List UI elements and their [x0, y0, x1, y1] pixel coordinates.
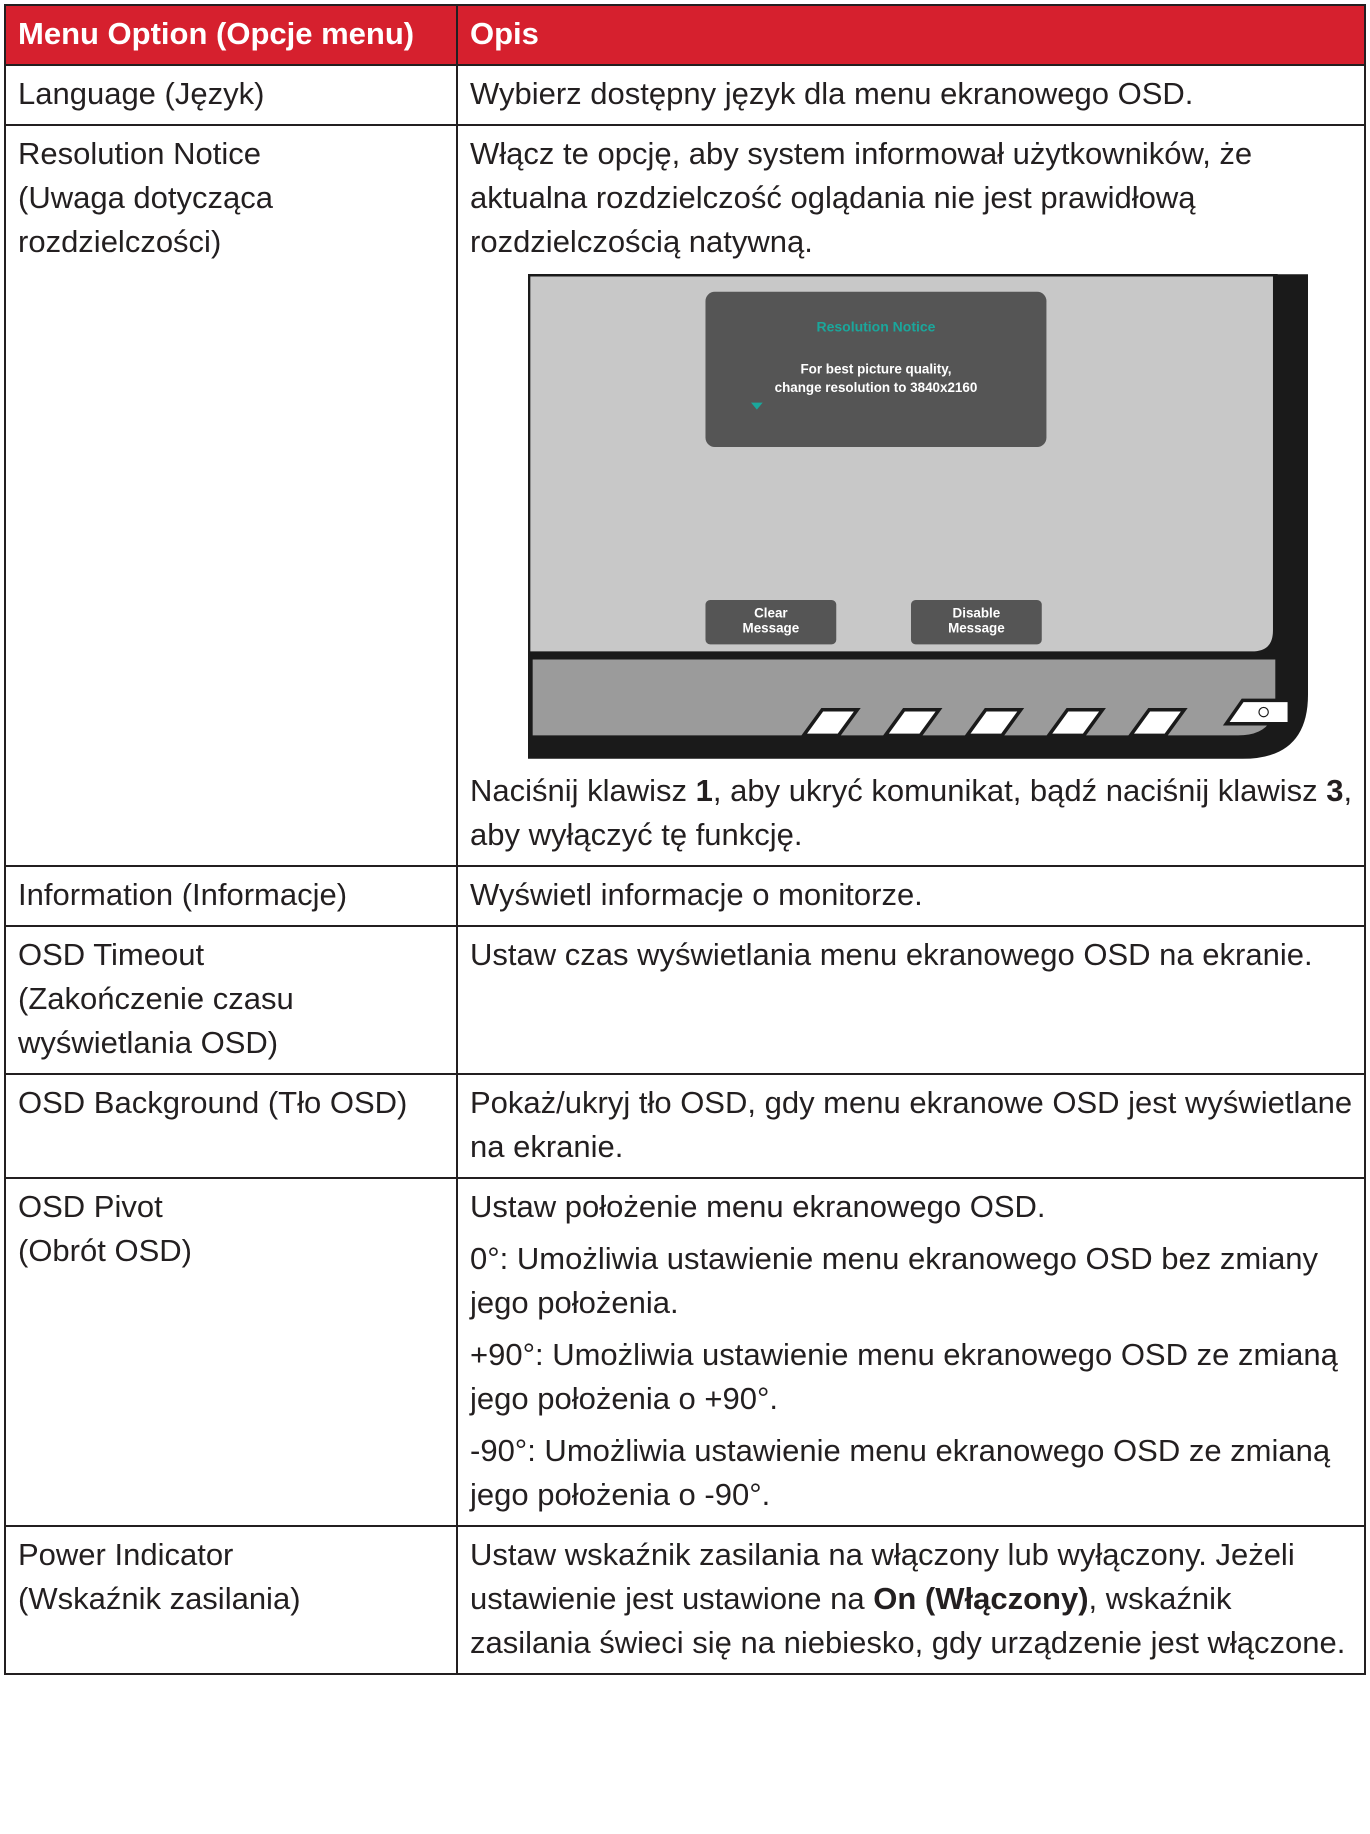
- paragraph: +90°: Umożliwia ustawienie menu ekranowe…: [470, 1333, 1354, 1421]
- table-row: OSD Pivot (Obrót OSD) Ustaw położenie menu…: [4, 1177, 1366, 1527]
- table-body: Language (Język) Wybierz dostępny język d…: [4, 64, 1366, 1675]
- table-row: Power Indicator (Wskaźnik zasilania) Ustaw…: [4, 1525, 1366, 1675]
- hardware-key: [800, 707, 861, 738]
- hardware-key: [1045, 707, 1106, 738]
- option-text: OSD Background (Tło OSD): [18, 1085, 408, 1120]
- bold-text: 3: [1326, 773, 1344, 808]
- paragraph: -90°: Umożliwia ustawienie menu ekranowe…: [470, 1429, 1354, 1517]
- option-cell: OSD Timeout (Zakończenie czasu wyświetlan…: [4, 925, 458, 1075]
- option-text: (Wskaźnik zasilania): [18, 1581, 301, 1616]
- paragraph: 0°: Umożliwia ustawienie menu ekranowego…: [470, 1237, 1354, 1325]
- paragraph: Pokaż/ukryj tło OSD, gdy menu ekranowe O…: [470, 1081, 1354, 1169]
- option-text: (Obrót OSD): [18, 1233, 192, 1268]
- hardware-key: [963, 707, 1025, 738]
- text: Ustaw położenie menu ekranowego OSD.: [470, 1189, 1046, 1224]
- menu-table: Menu Option (Opcje menu) Opis Language (…: [4, 4, 1366, 1675]
- description-cell: Ustaw czas wyświetlania menu ekranowego …: [456, 925, 1366, 1075]
- paragraph: Ustaw wskaźnik zasilania na włączony lub…: [470, 1533, 1354, 1665]
- text: Ustaw czas wyświetlania menu ekranowego …: [470, 937, 1313, 972]
- description-cell: Pokaż/ukryj tło OSD, gdy menu ekranowe O…: [456, 1073, 1366, 1179]
- description-cell: Wyświetl informacje o monitorze.: [456, 865, 1366, 927]
- option-cell: OSD Background (Tło OSD): [4, 1073, 458, 1179]
- option-cell: OSD Pivot (Obrót OSD): [4, 1177, 458, 1527]
- power-icon: [1258, 706, 1269, 718]
- text: -90°: Umożliwia ustawienie menu ekranowe…: [470, 1433, 1331, 1512]
- osd-box: [705, 291, 1047, 448]
- option-text: Information (Informacje): [18, 877, 348, 912]
- table-row: OSD Background (Tło OSD) Pokaż/ukryj tło …: [4, 1073, 1366, 1179]
- text: , aby wyłączyć tę funkcję.: [470, 773, 1353, 852]
- text: Pokaż/ukryj tło OSD, gdy menu ekranowe O…: [470, 1085, 1353, 1164]
- osd-title: Resolution Notice: [816, 318, 935, 334]
- option-text: Power Indicator: [18, 1537, 234, 1572]
- text: Włącz te opcję, aby system informował uż…: [470, 136, 1253, 259]
- option-text: (Zakończenie czasu wyświetlania OSD): [18, 981, 294, 1060]
- text: 0°: Umożliwia ustawienie menu ekranowego…: [470, 1241, 1319, 1320]
- text: Wyświetl informacje o monitorze.: [470, 877, 923, 912]
- bold-text: 1: [695, 773, 713, 808]
- button-label: Message: [948, 621, 1005, 636]
- paragraph: Ustaw położenie menu ekranowego OSD.: [470, 1185, 1354, 1229]
- table-row: OSD Timeout (Zakończenie czasu wyświetlan…: [4, 925, 1366, 1075]
- option-text: Resolution Notice: [18, 136, 261, 171]
- osd-message: For best picture quality,: [800, 361, 951, 376]
- description-cell: Włącz te opcję, aby system informował uż…: [456, 124, 1366, 867]
- button-label: Message: [743, 621, 800, 636]
- monitor-figure: Resolution Notice For best picture qualit…: [528, 274, 1308, 759]
- text: Ustaw wskaźnik zasilania na włączony lub…: [470, 1537, 1295, 1616]
- osd-message: change resolution to 3840x2160: [775, 380, 978, 395]
- option-text: Language (Język): [18, 76, 265, 111]
- button-label: Disable: [953, 606, 1001, 621]
- button-label: Clear: [754, 606, 788, 621]
- paragraph: Włącz te opcję, aby system informował uż…: [470, 132, 1354, 264]
- osd-arrow: [751, 402, 763, 410]
- table-row: Language (Język) Wybierz dostępny język d…: [4, 64, 1366, 126]
- option-cell: Information (Informacje): [4, 865, 458, 927]
- bold-text: On (Włączony): [873, 1581, 1089, 1616]
- osd-button: [705, 599, 837, 645]
- paragraph: Wyświetl informacje o monitorze.: [470, 873, 1354, 917]
- hardware-key: [881, 707, 943, 738]
- option-cell: Power Indicator (Wskaźnik zasilania): [4, 1525, 458, 1675]
- option-text: (Uwaga dotycząca rozdzielczości): [18, 180, 274, 259]
- osd-button: [910, 599, 1042, 645]
- power-key: [1222, 698, 1292, 726]
- header-row: Menu Option (Opcje menu) Opis: [4, 4, 1366, 66]
- table-row: Resolution Notice (Uwaga dotycząca rozdzi…: [4, 124, 1366, 867]
- table-row: Information (Informacje) Wyświetl informa…: [4, 865, 1366, 927]
- hardware-key: [1127, 707, 1188, 738]
- option-cell: Language (Język): [4, 64, 458, 126]
- text: , aby ukryć komunikat, bądź naciśnij kla…: [712, 773, 1327, 808]
- option-text: OSD Timeout: [18, 937, 205, 972]
- description-cell: Ustaw położenie menu ekranowego OSD. 0°: …: [456, 1177, 1366, 1527]
- paragraph: Naciśnij klawisz 1, aby ukryć komunikat,…: [470, 769, 1354, 857]
- text: Naciśnij klawisz: [470, 773, 696, 808]
- option-cell: Resolution Notice (Uwaga dotycząca rozdzi…: [4, 124, 458, 867]
- text: +90°: Umożliwia ustawienie menu ekranowe…: [470, 1337, 1338, 1416]
- header-cell: Menu Option (Opcje menu): [4, 4, 458, 66]
- description-cell: Ustaw wskaźnik zasilania na włączony lub…: [456, 1525, 1366, 1675]
- text: Wybierz dostępny język dla menu ekranowe…: [470, 76, 1194, 111]
- header-cell: Opis: [456, 4, 1366, 66]
- description-cell: Wybierz dostępny język dla menu ekranowe…: [456, 64, 1366, 126]
- text: , wskaźnik zasilania świeci się na niebi…: [470, 1581, 1346, 1660]
- paragraph: Ustaw czas wyświetlania menu ekranowego …: [470, 933, 1354, 977]
- option-text: OSD Pivot: [18, 1189, 163, 1224]
- paragraph: Wybierz dostępny język dla menu ekranowe…: [470, 72, 1354, 116]
